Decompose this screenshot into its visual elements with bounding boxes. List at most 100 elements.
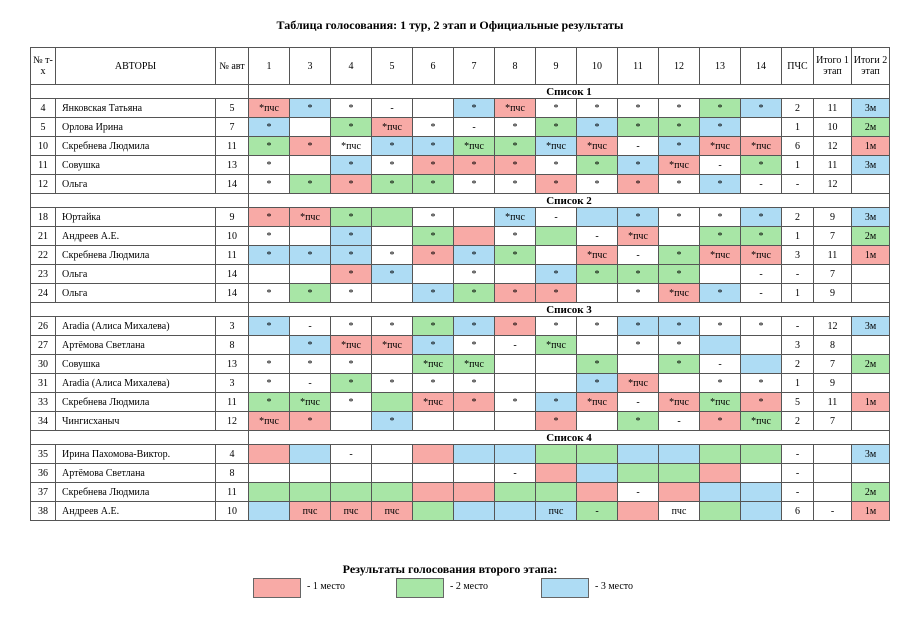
vote-cell: * [658,316,700,336]
table-row: 5 Орлова Ирина 7 * * *пчс * - * * * * * * 1 10 2м [30,117,890,137]
section-row: Список 1 [30,84,890,99]
table-row: 4 Янковская Татьяна 5 *пчс * * - * *пчс * * * * * * 2 11… [30,98,890,118]
row-itogo: 11 [813,98,852,118]
vote-cell: * [248,245,290,265]
row-avt: 4 [215,444,249,464]
row-avt: 11 [215,482,249,502]
vote-cell: * [248,174,290,194]
vote-cell: * [289,174,331,194]
vote-cell: * [494,155,536,175]
vote-cell [740,501,782,521]
section-row: Список 4 [30,430,890,445]
row-itogo: 9 [813,207,852,227]
row-itogi: 1м [851,245,890,265]
vote-cell [699,264,741,284]
vote-cell [740,444,782,464]
section-title: Список 3 [248,302,890,317]
vote-cell: *пчс [699,136,741,156]
vote-cell: * [494,174,536,194]
vote-cell: * [617,98,659,118]
vote-cell: * [248,207,290,227]
vote-cell [248,482,290,502]
vote-cell: * [453,245,495,265]
vote-cell: * [371,373,413,393]
vote-cell: * [330,264,372,284]
vote-cell: * [248,392,290,412]
vote-cell: * [617,335,659,355]
vote-cell: * [658,245,700,265]
vote-cell [658,373,700,393]
table-row: 30 Совушка 13 * * * *пчс *пчс * * -2 7 2м [30,354,890,374]
vote-cell: *пчс [494,98,536,118]
row-avt: 3 [215,316,249,336]
row-pchs: 1 [781,226,814,246]
vote-cell: * [740,316,782,336]
row-itogi: 3м [851,316,890,336]
vote-cell [330,463,372,483]
vote-cell: * [453,283,495,303]
vote-cell: * [330,373,372,393]
legend-swatch-3rd [541,578,589,598]
row-author: Совушка [55,354,216,374]
table-row: 10 Скребнева Людмила 11 * * *пчс * * *пчс * *пчс *п… [30,136,890,156]
vote-cell: * [617,316,659,336]
vote-cell [494,411,536,431]
vote-cell: *пчс [740,136,782,156]
vote-cell [371,354,413,374]
row-pchs: - [781,316,814,336]
vote-cell [371,226,413,246]
vote-cell: - [740,283,782,303]
row-itogo: 12 [813,174,852,194]
vote-cell: * [535,98,577,118]
vote-cell: * [617,283,659,303]
vote-cell: - [699,155,741,175]
vote-cell: * [535,174,577,194]
row-pchs: 1 [781,155,814,175]
row-itogi [851,264,890,284]
vote-cell: *пчс [412,392,454,412]
row-avt: 14 [215,174,249,194]
vote-cell: - [371,98,413,118]
vote-cell: * [330,392,372,412]
vote-cell [371,207,413,227]
row-pchs: 1 [781,283,814,303]
row-avt: 14 [215,264,249,284]
vote-cell: * [412,117,454,137]
row-itogi [851,174,890,194]
vote-cell: * [453,335,495,355]
vote-cell: *пчс [371,117,413,137]
row-author: Скребнева Людмила [55,482,216,502]
vote-cell [412,463,454,483]
section-spacer [30,430,249,445]
vote-cell: * [330,207,372,227]
vote-cell [576,283,618,303]
table-row: 18 Юртайка 9 * *пчс * * *пчс - * * * * 2 9 3м [30,207,890,227]
vote-cell: * [617,264,659,284]
vote-cell: * [412,207,454,227]
vote-cell: * [658,117,700,137]
row-itogi [851,411,890,431]
table-row: 27 Артёмова Светлана 8 * *пчс *пчс * * - *пчс * * 3 8 [30,335,890,355]
vote-cell: * [658,136,700,156]
legend-label-2nd: - 2 место [450,581,489,592]
row-author: Янковская Татьяна [55,98,216,118]
vote-cell: * [371,174,413,194]
vote-cell [453,411,495,431]
vote-cell [248,264,290,284]
vote-cell: * [412,316,454,336]
vote-cell: - [699,354,741,374]
vote-cell: - [576,226,618,246]
header-col: 12 [658,47,700,85]
vote-cell [453,463,495,483]
row-itogo [813,482,852,502]
vote-cell: * [576,117,618,137]
table-row: 35 Ирина Пахомова-Виктор. 4 - - 3м [30,444,890,464]
table-row: 22 Скребнева Людмила 11 * * * * * * * *пчс - * *пчс *п… [30,245,890,265]
vote-cell: * [494,117,536,137]
row-itogi [851,463,890,483]
row-itogo [813,444,852,464]
row-num: 5 [30,117,56,137]
vote-cell: * [412,155,454,175]
row-itogo: 9 [813,373,852,393]
vote-cell: - [658,411,700,431]
